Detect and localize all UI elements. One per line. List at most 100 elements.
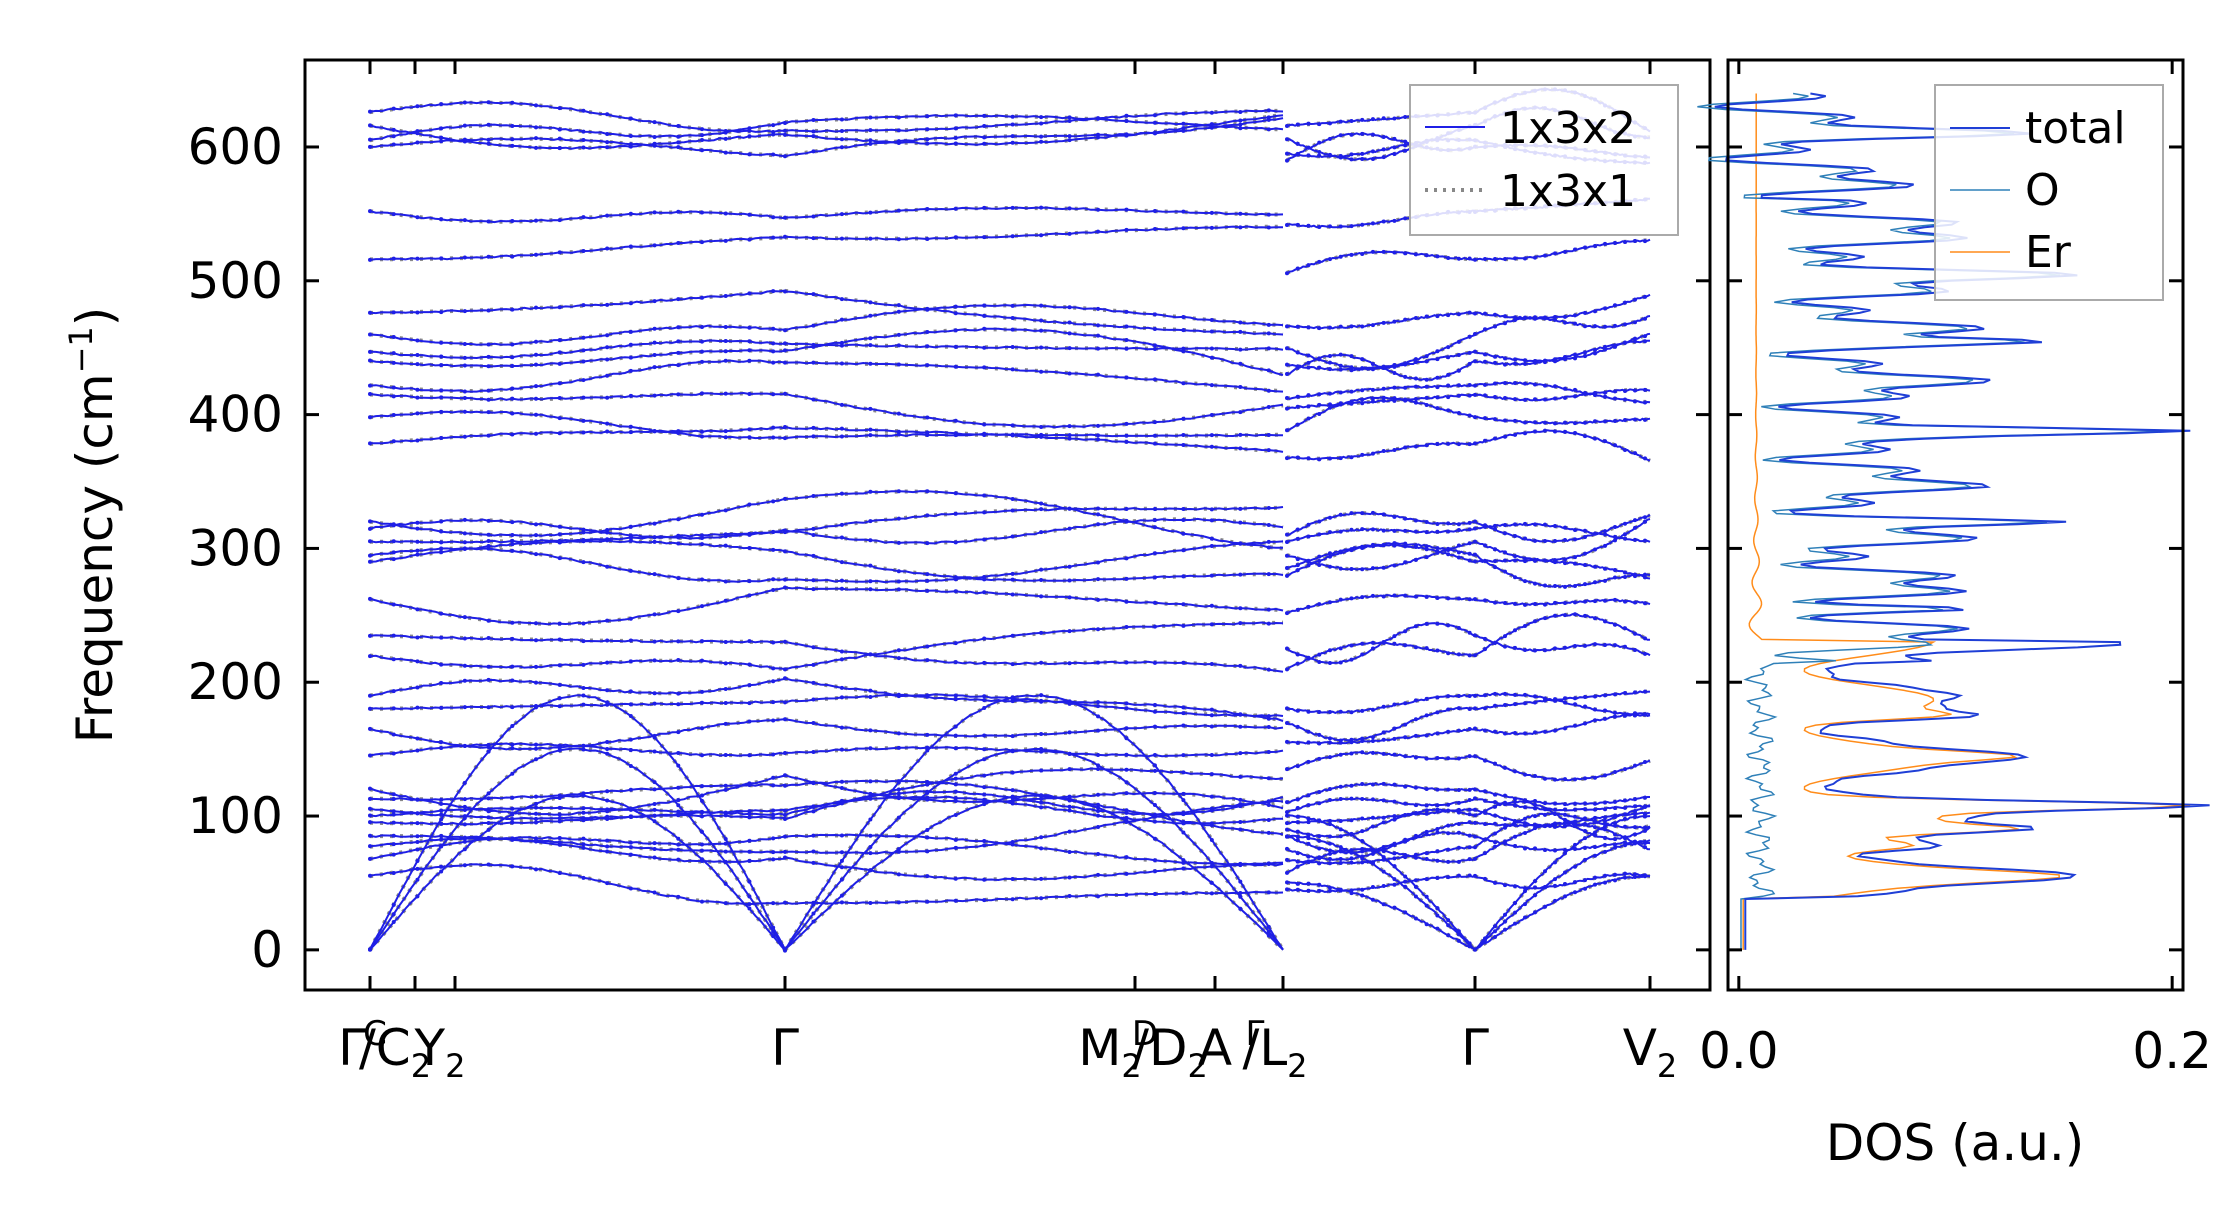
band-point — [723, 849, 728, 854]
band-point — [486, 354, 491, 359]
band-point — [1503, 919, 1507, 924]
band-point — [605, 395, 610, 400]
band-point — [1306, 121, 1311, 126]
band-point — [1152, 113, 1157, 118]
band-point — [1317, 411, 1322, 416]
band-point — [1152, 209, 1157, 214]
band-point — [1392, 905, 1397, 910]
band-x-tick-label: M2 — [1078, 1019, 1142, 1085]
band-point — [1152, 752, 1157, 757]
band-point — [439, 821, 444, 826]
band-point — [415, 659, 420, 664]
band-point — [771, 529, 776, 534]
band-point — [1349, 527, 1354, 532]
band-point — [1435, 648, 1440, 653]
band-point — [1010, 748, 1015, 753]
dos-legend-box — [1934, 84, 2164, 301]
band-point — [896, 656, 901, 661]
band-point — [1067, 138, 1072, 143]
band-point — [1583, 845, 1587, 850]
band-point — [1553, 777, 1557, 782]
band-point — [628, 747, 633, 752]
band-point — [1349, 860, 1354, 865]
band-point — [1124, 346, 1129, 351]
band-point — [581, 430, 586, 435]
band-point — [771, 934, 776, 939]
band-point — [1467, 350, 1472, 355]
band-point — [1483, 693, 1487, 698]
band-line-1x3x2 — [1474, 429, 1651, 462]
band-point — [1349, 511, 1354, 516]
band-point — [581, 639, 586, 644]
band-point — [771, 640, 776, 645]
band-point — [391, 557, 396, 562]
legend-label-o: O — [2025, 165, 2060, 216]
band-point — [676, 609, 681, 614]
band-point — [1096, 805, 1101, 810]
band-point — [1456, 522, 1461, 527]
band-line-1x3x1 — [1474, 692, 1651, 716]
band-point — [1483, 438, 1487, 443]
band-point — [723, 129, 728, 134]
band-point — [1613, 323, 1617, 328]
band-point — [953, 845, 958, 850]
band-point — [1563, 429, 1567, 434]
band-point — [1381, 844, 1386, 849]
band-point — [953, 782, 958, 787]
band-point — [1403, 874, 1408, 879]
band-point — [1435, 876, 1440, 881]
band-point — [462, 839, 467, 844]
band-point — [1010, 734, 1015, 739]
band-point — [557, 127, 562, 132]
band-line-1x3x2 — [1474, 874, 1651, 951]
band-point — [1152, 120, 1157, 125]
band-point — [982, 235, 987, 240]
band-point — [676, 134, 681, 139]
band-point — [1633, 815, 1637, 820]
band-point — [1503, 702, 1507, 707]
band-point — [700, 133, 704, 138]
band-point — [1543, 885, 1547, 890]
band-point — [676, 541, 681, 546]
band-point — [391, 550, 396, 555]
band-point — [1392, 447, 1397, 452]
band-point — [557, 871, 562, 876]
band-point — [557, 381, 562, 386]
band-point — [1473, 559, 1477, 564]
band-point — [439, 102, 444, 107]
band-point — [1295, 527, 1300, 532]
band-point — [1209, 225, 1214, 230]
band-point — [1370, 399, 1375, 404]
band-point — [839, 560, 844, 565]
band-point — [676, 785, 681, 790]
band-point — [1181, 753, 1186, 758]
band-point — [439, 808, 444, 813]
band-point — [1152, 763, 1157, 768]
band-point — [1633, 518, 1637, 523]
band-point — [1381, 155, 1386, 160]
band-line-1x3x2 — [784, 303, 1284, 332]
band-point — [1124, 815, 1129, 820]
band-line-1x3x1 — [1286, 880, 1476, 952]
band-point — [1573, 696, 1577, 701]
band-point — [700, 689, 704, 694]
band-point — [1338, 456, 1343, 461]
band-point — [1503, 802, 1507, 807]
band-point — [462, 678, 467, 683]
band-point — [1473, 845, 1477, 850]
band-point — [1573, 846, 1577, 851]
band-point — [1553, 698, 1557, 703]
band-point — [723, 787, 728, 792]
band-point — [1424, 894, 1429, 899]
band-point — [700, 324, 704, 329]
band-point — [839, 858, 844, 863]
band-point — [486, 342, 491, 347]
band-point — [1435, 395, 1440, 400]
band-point — [415, 840, 420, 845]
band-point — [1285, 880, 1289, 885]
band-point — [1553, 848, 1557, 853]
band-line-1x3x2 — [784, 774, 1284, 810]
band-point — [723, 836, 728, 841]
band-point — [1435, 406, 1440, 411]
band-point — [723, 435, 728, 440]
